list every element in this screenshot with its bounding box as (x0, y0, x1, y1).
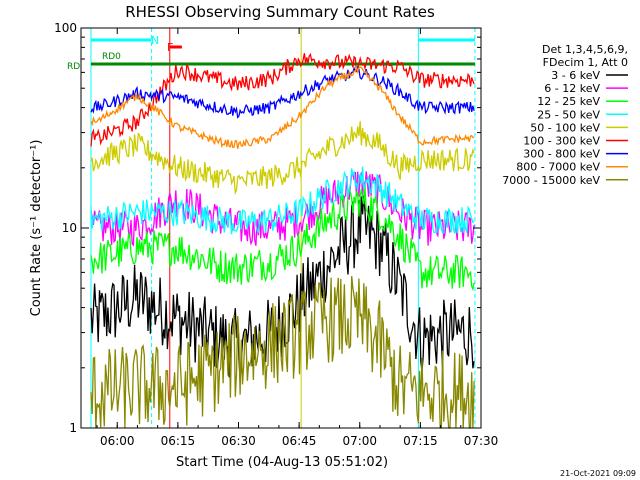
rd-label-bar: RD0 (102, 52, 121, 62)
x-tick-label: 07:00 (342, 434, 377, 448)
y-axis: 1 10 100 (54, 21, 481, 435)
legend-label: 100 - 300 keV (523, 135, 600, 148)
y-tick-label: 100 (54, 21, 77, 35)
x-tick-label: 06:45 (282, 434, 317, 448)
y-axis-label: Count Rate (s⁻¹ detector⁻¹) (29, 140, 44, 317)
legend-header-line-1: Det 1,3,4,5,6,9, (542, 43, 628, 56)
series-line-6-12keV (90, 171, 475, 247)
x-tick-label: 06:15 (161, 434, 196, 448)
x-tick-label: 06:30 (221, 434, 256, 448)
series-line-12-25keV (90, 186, 475, 292)
legend-label: 3 - 6 keV (551, 69, 600, 82)
legend-label: 50 - 100 keV (530, 121, 600, 134)
legend-label: 12 - 25 keV (537, 95, 600, 108)
series-line-800-7000keV (90, 64, 475, 149)
x-axis: 06:00 06:15 06:30 06:45 07:00 07:15 07:30 (96, 28, 499, 448)
y-tick-label: 1 (69, 421, 77, 435)
series-line-3-6keV (90, 195, 475, 381)
plot-area (90, 28, 476, 429)
legend-label: 7000 - 15000 keV (502, 174, 600, 187)
series-line-7000-15000keV (90, 276, 475, 429)
legend: Det 1,3,4,5,6,9, FDecim 1, Att 0 3 - 6 k… (502, 43, 628, 187)
legend-label: 6 - 12 keV (544, 82, 600, 95)
date-stamp: 21-Oct-2021 09:09 (560, 469, 636, 478)
x-tick-label: 06:00 (100, 434, 135, 448)
f-label: F (167, 41, 173, 54)
n-label: N (151, 34, 159, 47)
annotations: N F RD RD0 (67, 34, 173, 72)
legend-header-line-2: FDecim 1, Att 0 (543, 56, 628, 69)
x-axis-label: Start Time (04-Aug-13 05:51:02) (176, 455, 388, 470)
legend-label: 25 - 50 keV (537, 108, 600, 121)
legend-label: 300 - 800 keV (523, 148, 600, 161)
series-line-25-50keV (90, 166, 475, 235)
rd-label-left: RD (67, 62, 80, 72)
legend-label: 800 - 7000 keV (516, 161, 600, 174)
series-line-300-800keV (90, 65, 475, 119)
x-tick-label: 07:30 (464, 434, 499, 448)
series-line-50-100keV (90, 121, 475, 196)
chart-title: RHESSI Observing Summary Count Rates (125, 3, 435, 21)
x-tick-label: 07:15 (403, 434, 438, 448)
y-tick-label: 10 (62, 221, 77, 235)
